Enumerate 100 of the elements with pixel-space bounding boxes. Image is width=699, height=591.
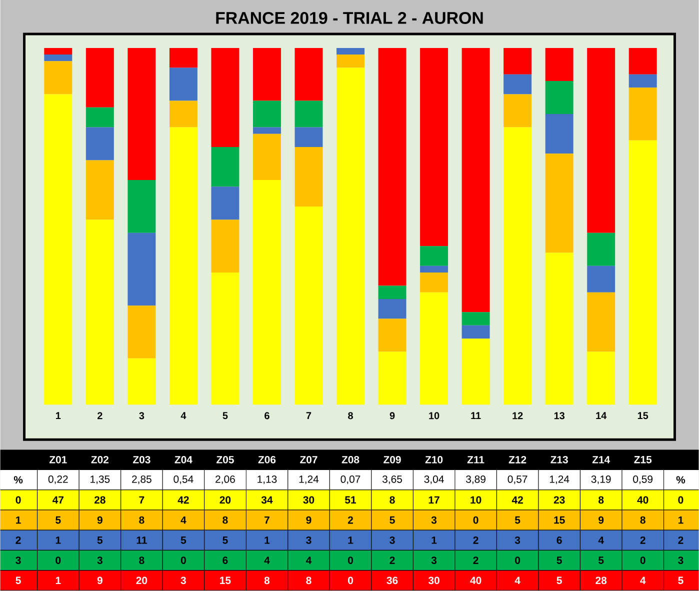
text: 5: [16, 576, 21, 584]
text: Z05: [216, 456, 234, 464]
bar: [545, 154, 574, 253]
text: Z04: [174, 456, 192, 464]
bar: [86, 127, 114, 160]
text: Z01: [49, 456, 67, 464]
data-label: 3: [390, 536, 395, 544]
data-label: 5: [180, 536, 186, 544]
data-label: 9: [97, 516, 102, 524]
text: 1,13: [258, 476, 277, 484]
data-label: 5: [390, 516, 395, 524]
data-label: 15: [220, 576, 231, 584]
x-tick-label: 5: [222, 412, 228, 420]
data-label: 4: [306, 556, 312, 564]
data-label: 11: [136, 536, 147, 544]
bar: [44, 54, 72, 62]
bar: [378, 352, 406, 405]
data-label: 1: [56, 536, 61, 544]
bar: [420, 246, 448, 266]
data-label: 8: [264, 576, 270, 584]
bar: [420, 48, 448, 246]
data-label: 7: [139, 496, 144, 504]
bar: [587, 266, 616, 292]
data-label: 4: [180, 516, 186, 524]
text: 2,85: [132, 476, 152, 484]
data-label: 0: [640, 556, 646, 564]
bar: [587, 292, 616, 352]
bar: [336, 48, 364, 55]
bar: [462, 48, 490, 312]
bar: [44, 94, 72, 405]
text: 0,59: [633, 476, 653, 484]
text: 1: [16, 516, 21, 524]
bar: [378, 318, 406, 352]
bar: [628, 48, 657, 74]
text: 3: [678, 556, 684, 564]
data-label: 20: [136, 576, 148, 584]
data-label: 1: [56, 576, 61, 584]
data-label: 0: [56, 556, 61, 564]
text: Z10: [425, 456, 443, 464]
data-label: 9: [598, 516, 604, 524]
data-label: 23: [554, 496, 565, 504]
data-label: 1: [432, 536, 437, 544]
data-label: 1: [348, 536, 354, 544]
text: 0: [678, 496, 684, 504]
data-label: 6: [556, 536, 562, 544]
bar: [628, 140, 657, 405]
bar: [169, 48, 198, 68]
data-label: 2: [348, 516, 353, 524]
text: Z14: [592, 456, 610, 464]
bar: [462, 338, 490, 405]
data-label: 3: [431, 516, 437, 524]
data-label: 4: [514, 576, 520, 584]
bar: [44, 48, 72, 55]
data-label: 40: [470, 576, 482, 584]
x-tick-label: 7: [306, 412, 312, 420]
bar: [420, 272, 448, 292]
bar: [628, 88, 657, 141]
data-label: 0: [473, 516, 478, 524]
data-label: 4: [640, 576, 646, 584]
data-label: 0: [515, 556, 520, 564]
text: Z03: [132, 456, 150, 464]
x-tick-label: 2: [97, 412, 102, 420]
bar: [128, 358, 156, 405]
data-label: 40: [637, 496, 648, 504]
data-label: 8: [598, 496, 604, 504]
data-label: 0: [180, 556, 186, 564]
data-label: 2: [473, 536, 478, 544]
bar: [294, 100, 323, 128]
text: 2: [678, 536, 684, 544]
bar: [545, 114, 574, 154]
bar: [86, 160, 114, 220]
text: Z11: [467, 456, 484, 464]
data-label: 9: [97, 576, 102, 584]
x-tick-label: 3: [139, 412, 144, 420]
text: 1,24: [299, 476, 319, 484]
data-label: 20: [220, 496, 231, 504]
data-label: 8: [390, 496, 395, 504]
text: Z06: [258, 456, 276, 464]
bar: [587, 352, 616, 405]
bar: [545, 252, 574, 405]
data-label: 42: [178, 496, 189, 504]
data-label: 0: [348, 576, 353, 584]
data-label: 3: [431, 556, 437, 564]
text: 2,06: [216, 476, 235, 484]
text: 0,07: [340, 476, 360, 484]
bar: [545, 81, 574, 114]
x-tick-label: 8: [348, 412, 353, 420]
data-label: 3: [97, 556, 102, 564]
data-label: 8: [306, 576, 312, 584]
text: 3: [16, 556, 21, 564]
x-tick-label: 10: [429, 412, 440, 420]
data-label: 36: [386, 576, 398, 584]
data-label: 3: [180, 576, 186, 584]
x-tick-label: 1: [56, 412, 61, 420]
data-label: 5: [556, 556, 562, 564]
bar: [294, 48, 323, 101]
data-label: 9: [306, 516, 312, 524]
data-label: 47: [52, 496, 64, 504]
text: 0,54: [174, 476, 194, 484]
bar: [252, 48, 281, 101]
